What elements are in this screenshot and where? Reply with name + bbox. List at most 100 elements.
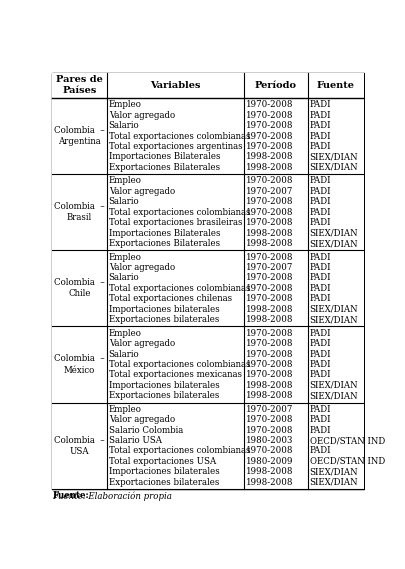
Text: 1970-2008: 1970-2008 — [245, 329, 292, 337]
Text: Colombia  –
Brasil: Colombia – Brasil — [54, 202, 105, 222]
Text: Colombia  –
Chile: Colombia – Chile — [54, 278, 105, 298]
Text: 1980-2003: 1980-2003 — [245, 436, 292, 445]
Text: PADI: PADI — [309, 142, 330, 151]
Text: Período: Período — [254, 81, 296, 90]
Text: SIEX/DIAN: SIEX/DIAN — [309, 477, 357, 486]
Text: Variables: Variables — [150, 81, 200, 90]
Text: Valor agregado: Valor agregado — [109, 339, 175, 348]
Text: 1980-2009: 1980-2009 — [245, 457, 292, 466]
Text: Total exportaciones colombianas: Total exportaciones colombianas — [109, 447, 249, 455]
Text: 1998-2008: 1998-2008 — [245, 152, 292, 162]
Text: PADI: PADI — [309, 284, 330, 293]
Text: SIEX/DIAN: SIEX/DIAN — [309, 315, 357, 324]
Text: PADI: PADI — [309, 405, 330, 414]
Text: 1998-2008: 1998-2008 — [245, 163, 292, 172]
Text: 1970-2008: 1970-2008 — [245, 349, 292, 358]
Text: Total exportaciones mexicanas: Total exportaciones mexicanas — [109, 370, 241, 380]
Text: PADI: PADI — [309, 131, 330, 141]
Text: 1998-2008: 1998-2008 — [245, 467, 292, 476]
Text: PADI: PADI — [309, 176, 330, 185]
Text: SIEX/DIAN: SIEX/DIAN — [309, 239, 357, 248]
Text: PADI: PADI — [309, 415, 330, 424]
Text: SIEX/DIAN: SIEX/DIAN — [309, 163, 357, 172]
Text: 1970-2007: 1970-2007 — [245, 263, 292, 272]
Text: 1970-2008: 1970-2008 — [245, 100, 292, 109]
Text: Exportaciones bilaterales: Exportaciones bilaterales — [109, 477, 219, 486]
Text: Colombia  –
USA: Colombia – USA — [54, 436, 105, 456]
Text: Salario: Salario — [109, 197, 139, 207]
Text: Importaciones Bilaterales: Importaciones Bilaterales — [109, 152, 220, 162]
Text: Empleo: Empleo — [109, 405, 141, 414]
Text: Importaciones bilaterales: Importaciones bilaterales — [109, 305, 219, 314]
Bar — [52, 174, 363, 250]
Text: 1970-2008: 1970-2008 — [245, 142, 292, 151]
Text: Salario: Salario — [109, 349, 139, 358]
Text: Exportaciones Bilaterales: Exportaciones Bilaterales — [109, 239, 220, 248]
Text: Total exportaciones colombianas: Total exportaciones colombianas — [109, 131, 249, 141]
Text: PADI: PADI — [309, 208, 330, 217]
Text: Fuente:: Fuente: — [52, 491, 89, 500]
Bar — [52, 327, 363, 403]
Text: Total exportaciones colombianas: Total exportaciones colombianas — [109, 360, 249, 369]
Text: 1998-2008: 1998-2008 — [245, 305, 292, 314]
Text: Total exportaciones colombianas: Total exportaciones colombianas — [109, 284, 249, 293]
Text: Total exportaciones colombianas: Total exportaciones colombianas — [109, 208, 249, 217]
Text: OECD/STAN IND: OECD/STAN IND — [309, 436, 384, 445]
Text: PADI: PADI — [309, 447, 330, 455]
Text: SIEX/DIAN: SIEX/DIAN — [309, 381, 357, 390]
Text: Exportaciones bilaterales: Exportaciones bilaterales — [109, 315, 219, 324]
Text: PADI: PADI — [309, 197, 330, 207]
Text: 1998-2008: 1998-2008 — [245, 477, 292, 486]
Text: 1970-2008: 1970-2008 — [245, 131, 292, 141]
Text: Total exportaciones chilenas: Total exportaciones chilenas — [109, 294, 231, 303]
Text: 1998-2008: 1998-2008 — [245, 391, 292, 401]
Text: PADI: PADI — [309, 329, 330, 337]
Text: PADI: PADI — [309, 426, 330, 435]
Text: Valor agregado: Valor agregado — [109, 111, 175, 119]
Text: Colombia  –
Argentina: Colombia – Argentina — [54, 126, 105, 146]
Text: SIEX/DIAN: SIEX/DIAN — [309, 305, 357, 314]
Bar — [52, 403, 363, 489]
Text: PADI: PADI — [309, 263, 330, 272]
Text: 1998-2008: 1998-2008 — [245, 239, 292, 248]
Text: 1998-2008: 1998-2008 — [245, 229, 292, 238]
Text: PADI: PADI — [309, 370, 330, 380]
Text: SIEX/DIAN: SIEX/DIAN — [309, 391, 357, 401]
Text: Empleo: Empleo — [109, 253, 141, 262]
Text: Fuente: Elaboración propia: Fuente: Elaboración propia — [52, 491, 172, 501]
Text: Empleo: Empleo — [109, 329, 141, 337]
Bar — [52, 250, 363, 327]
Text: Empleo: Empleo — [109, 100, 141, 109]
Text: Colombia  –
México: Colombia – México — [54, 354, 105, 374]
Text: Empleo: Empleo — [109, 176, 141, 185]
Text: Importaciones Bilaterales: Importaciones Bilaterales — [109, 229, 220, 238]
Bar — [52, 73, 363, 98]
Text: PADI: PADI — [309, 294, 330, 303]
Text: Exportaciones bilaterales: Exportaciones bilaterales — [109, 391, 219, 401]
Text: Importaciones bilaterales: Importaciones bilaterales — [109, 381, 219, 390]
Text: PADI: PADI — [309, 274, 330, 282]
Text: Total exportaciones argentinas: Total exportaciones argentinas — [109, 142, 242, 151]
Text: SIEX/DIAN: SIEX/DIAN — [309, 152, 357, 162]
Text: 1970-2008: 1970-2008 — [245, 284, 292, 293]
Text: Exportaciones Bilaterales: Exportaciones Bilaterales — [109, 163, 220, 172]
Text: 1970-2008: 1970-2008 — [245, 415, 292, 424]
Text: 1970-2008: 1970-2008 — [245, 447, 292, 455]
Text: Valor agregado: Valor agregado — [109, 187, 175, 196]
Text: 1970-2008: 1970-2008 — [245, 121, 292, 130]
Text: Salario: Salario — [109, 121, 139, 130]
Text: PADI: PADI — [309, 121, 330, 130]
Text: Total exportaciones brasileiras: Total exportaciones brasileiras — [109, 218, 242, 227]
Text: SIEX/DIAN: SIEX/DIAN — [309, 229, 357, 238]
Text: 1970-2008: 1970-2008 — [245, 111, 292, 119]
Text: Salario Colombia: Salario Colombia — [109, 426, 183, 435]
Text: PADI: PADI — [309, 100, 330, 109]
Text: 1970-2008: 1970-2008 — [245, 370, 292, 380]
Text: PADI: PADI — [309, 360, 330, 369]
Text: 1998-2008: 1998-2008 — [245, 381, 292, 390]
Text: PADI: PADI — [309, 253, 330, 262]
Text: PADI: PADI — [309, 218, 330, 227]
Text: PADI: PADI — [309, 111, 330, 119]
Text: Fuente: Fuente — [316, 81, 354, 90]
Text: 1970-2008: 1970-2008 — [245, 274, 292, 282]
